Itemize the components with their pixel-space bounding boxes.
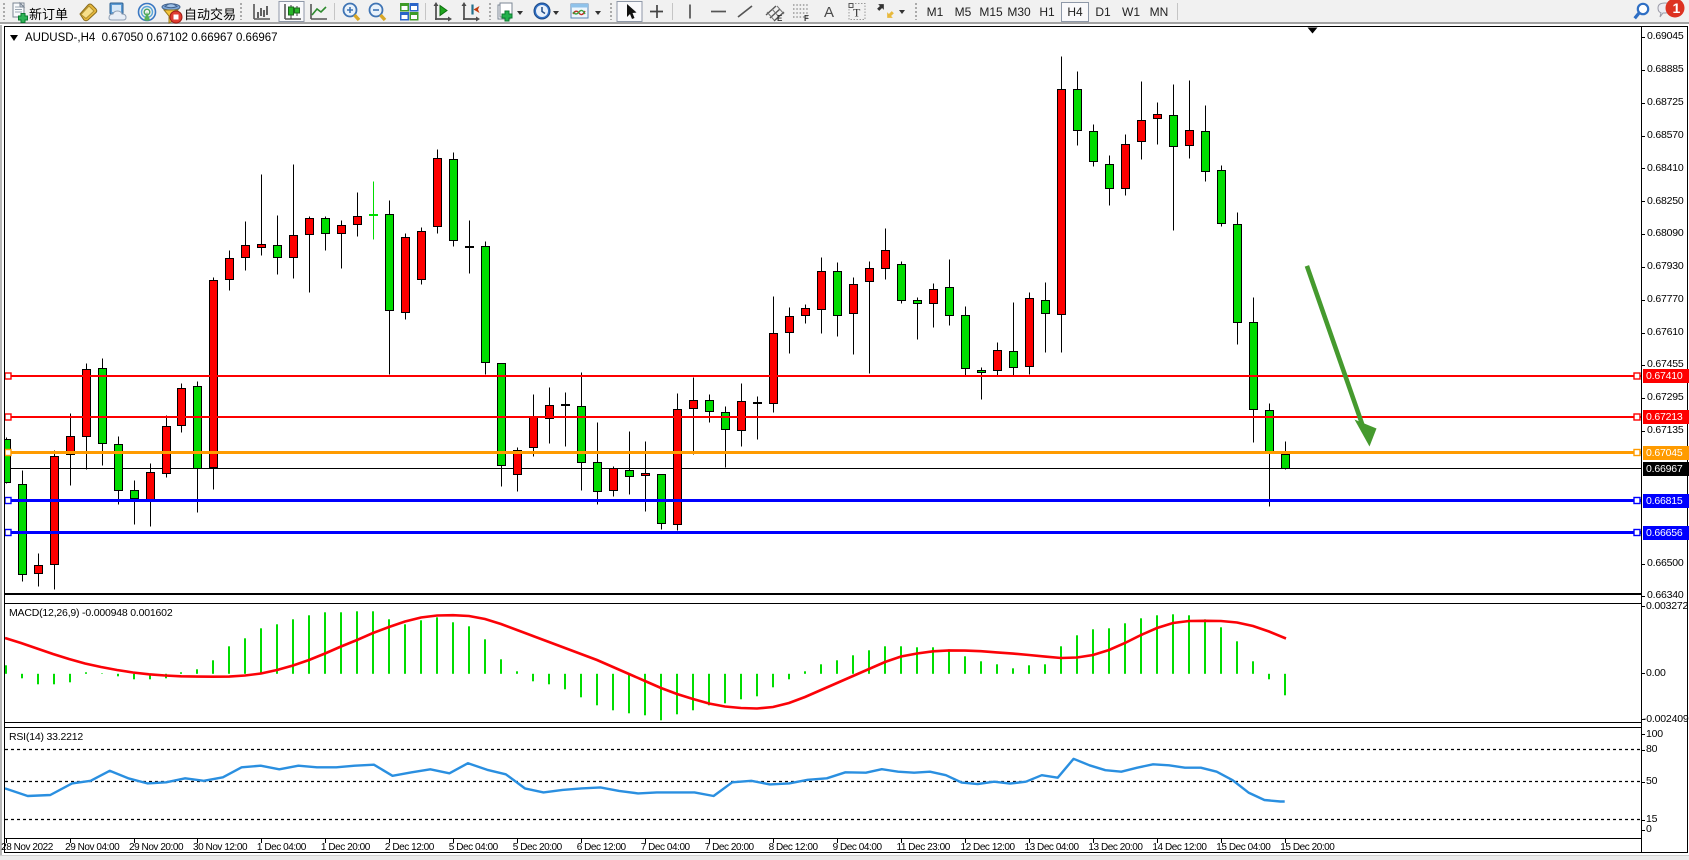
svg-text:T: T <box>853 6 861 20</box>
svg-text:F: F <box>804 14 809 23</box>
svg-text:A: A <box>824 4 834 21</box>
svg-text:1: 1 <box>1673 0 1681 16</box>
svg-text:E: E <box>777 14 783 23</box>
